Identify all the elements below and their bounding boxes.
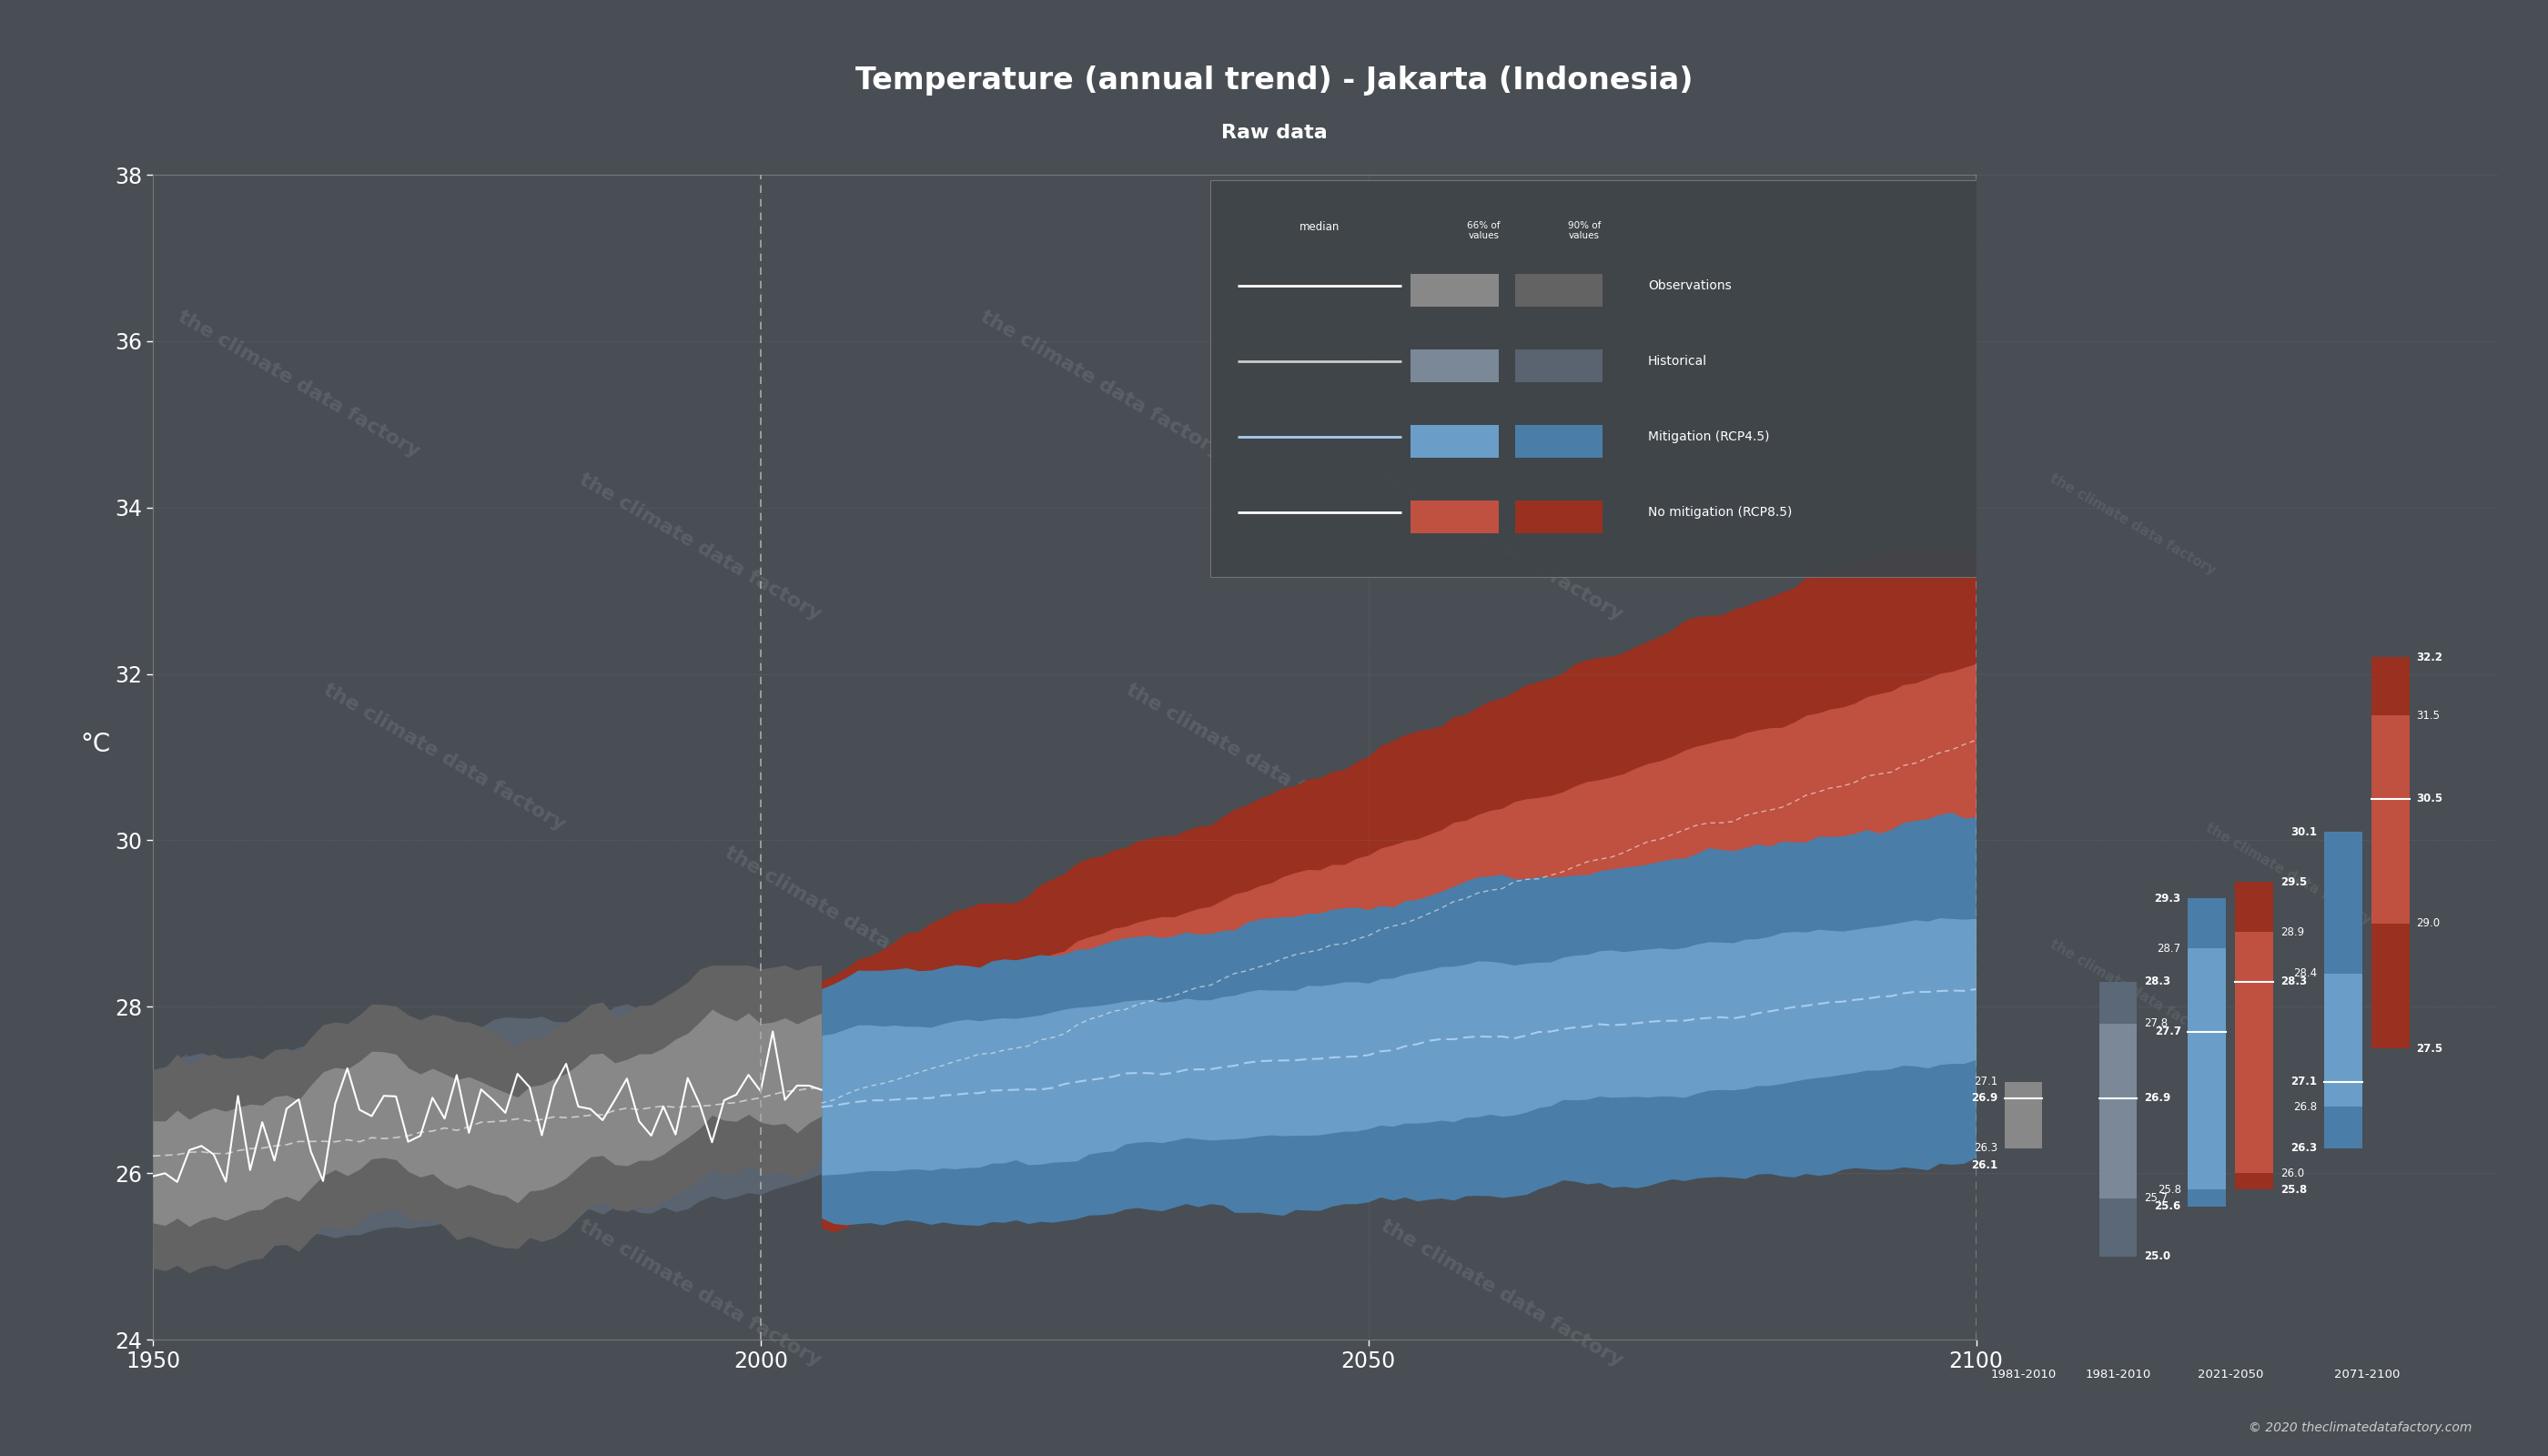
Text: 1981-2010: 1981-2010 [1990,1369,2056,1380]
Text: 2071-2100: 2071-2100 [2334,1369,2400,1380]
Text: the climate data factory: the climate data factory [721,843,971,997]
Text: 26.9: 26.9 [2145,1092,2171,1104]
Text: the climate data factory: the climate data factory [321,680,568,834]
Bar [2372,715,2410,923]
Text: 28.4: 28.4 [2293,968,2316,980]
Bar [2324,831,2362,1149]
Text: 27.1: 27.1 [2291,1076,2316,1088]
Text: 26.1: 26.1 [1972,1159,1998,1171]
Text: the climate data factory: the climate data factory [176,307,423,462]
Text: the climate data factory: the climate data factory [176,1053,423,1207]
FancyBboxPatch shape [1516,501,1603,533]
Text: median: median [1299,221,1340,233]
Text: the climate data factory: the climate data factory [976,1053,1226,1207]
Y-axis label: °C: °C [82,731,112,757]
Text: Raw data: Raw data [1220,124,1328,143]
Text: 25.8: 25.8 [2158,1184,2181,1195]
Text: 25.0: 25.0 [2145,1251,2171,1262]
Text: 29.5: 29.5 [2280,877,2306,888]
Text: the climate data factory: the climate data factory [2046,470,2217,578]
Text: Historical: Historical [1649,355,1707,367]
FancyBboxPatch shape [1412,501,1498,533]
Bar [2372,657,2410,1048]
Text: 32.2: 32.2 [2416,651,2444,662]
Text: 29.3: 29.3 [2156,893,2181,904]
Bar [2189,898,2227,1207]
Text: 31.5: 31.5 [2416,709,2441,721]
Text: 28.9: 28.9 [2280,926,2303,938]
Text: the climate data factory: the climate data factory [576,470,823,625]
Text: 27.1: 27.1 [1975,1076,1998,1088]
Text: Observations: Observations [1649,280,1733,291]
Text: 25.7: 25.7 [2145,1192,2168,1204]
FancyBboxPatch shape [1516,274,1603,306]
Text: © 2020 theclimatedatafactory.com: © 2020 theclimatedatafactory.com [2247,1421,2472,1434]
FancyBboxPatch shape [1412,425,1498,457]
Bar [2005,1082,2043,1149]
FancyBboxPatch shape [1412,349,1498,381]
FancyBboxPatch shape [1516,349,1603,381]
Text: 27.7: 27.7 [2156,1026,2181,1038]
Text: the climate data factory: the climate data factory [2046,936,2217,1044]
Text: 1981-2010: 1981-2010 [2084,1369,2151,1380]
Text: 30.1: 30.1 [2291,826,2316,837]
Bar [2235,932,2273,1174]
Text: 26.8: 26.8 [2293,1101,2316,1112]
Text: Temperature (annual trend) - Jakarta (Indonesia): Temperature (annual trend) - Jakarta (In… [856,66,1692,96]
FancyBboxPatch shape [1210,181,1985,577]
Text: the climate data factory: the climate data factory [1124,680,1371,834]
Text: the climate data factory: the climate data factory [2204,820,2375,927]
Text: 28.3: 28.3 [2145,976,2171,987]
Text: the climate data factory: the climate data factory [576,1216,823,1370]
Text: 26.9: 26.9 [1970,1092,1998,1104]
Bar [2324,974,2362,1107]
Text: 25.6: 25.6 [2153,1201,2181,1213]
Text: 26.3: 26.3 [1975,1143,1998,1155]
Bar [2100,981,2138,1257]
Text: 28.7: 28.7 [2158,942,2181,954]
Text: the climate data factory: the climate data factory [1378,1216,1626,1370]
Bar [2235,882,2273,1190]
Text: 27.8: 27.8 [2145,1018,2168,1029]
Text: No mitigation (RCP8.5): No mitigation (RCP8.5) [1649,507,1791,518]
Text: 27.5: 27.5 [2416,1042,2444,1054]
Text: Mitigation (RCP4.5): Mitigation (RCP4.5) [1649,431,1768,443]
Text: 25.8: 25.8 [2280,1184,2306,1195]
Text: 2021-2050: 2021-2050 [2199,1369,2263,1380]
Text: 26.3: 26.3 [2291,1143,2316,1155]
Bar [2189,948,2227,1190]
FancyBboxPatch shape [1516,425,1603,457]
Text: 26.0: 26.0 [2280,1168,2303,1179]
Text: 28.3: 28.3 [2280,976,2306,987]
Text: 29.0: 29.0 [2416,917,2441,929]
Text: 30.5: 30.5 [2416,794,2444,805]
Text: the climate data factory: the climate data factory [976,307,1226,462]
Text: 90% of
values: 90% of values [1567,221,1600,240]
FancyBboxPatch shape [1412,274,1498,306]
Text: the climate data factory: the climate data factory [1378,470,1626,625]
Bar [2100,1024,2138,1198]
Text: 66% of
values: 66% of values [1468,221,1501,240]
Text: the climate data factory: the climate data factory [1524,843,1771,997]
